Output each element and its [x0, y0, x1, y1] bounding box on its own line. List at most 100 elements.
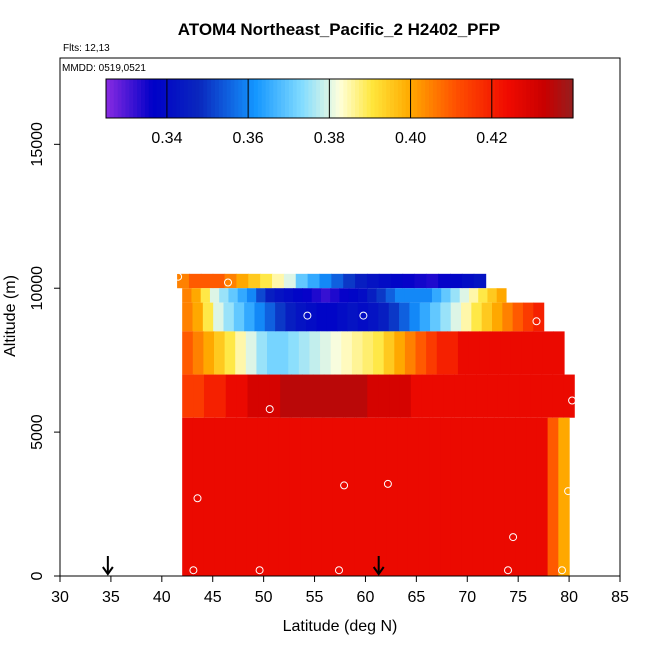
colorbar-swatch	[242, 79, 247, 118]
colorbar-swatch	[514, 79, 520, 118]
colorbar-swatch	[358, 79, 364, 118]
colorbar-swatch	[218, 79, 224, 118]
heatmap-cell	[421, 374, 434, 418]
heatmap-cell	[461, 273, 475, 289]
heatmap-cell	[192, 331, 204, 375]
heatmap-cell	[307, 273, 321, 289]
colorbar-swatch	[331, 79, 337, 118]
sample-point	[224, 278, 232, 287]
heatmap-cell	[426, 331, 438, 375]
heatmap-cell	[454, 374, 466, 418]
heatmap-cell	[476, 374, 488, 418]
colorbar-swatch	[506, 79, 512, 118]
colorbar-swatch	[378, 79, 383, 118]
heatmap-cell	[225, 374, 238, 418]
colorbar-swatch	[499, 79, 504, 118]
heatmap-cell	[316, 302, 328, 332]
heatmap-cell	[563, 374, 575, 418]
heatmap-cell	[522, 302, 534, 332]
heatmap-cell	[440, 417, 452, 576]
heatmap-cell	[552, 374, 564, 418]
heatmap-cell	[410, 374, 423, 418]
colorbar-swatch	[421, 79, 426, 118]
colorbar-swatch	[273, 79, 278, 118]
heatmap-cell	[438, 273, 451, 289]
x-tick-label: 30	[51, 589, 69, 606]
flight-arrow	[102, 556, 114, 576]
colorbar-swatch	[452, 79, 457, 118]
heatmap-cell	[541, 374, 554, 418]
heatmap-cell	[345, 374, 358, 418]
heatmap-cell	[319, 273, 332, 289]
x-tick-label: 45	[204, 589, 222, 606]
colorbar-swatch	[304, 79, 309, 118]
sample-point	[558, 566, 566, 575]
heatmap-cell	[459, 288, 470, 303]
flight-arrow	[372, 556, 385, 576]
colorbar-swatch	[553, 79, 559, 118]
heatmap-cell	[356, 374, 368, 418]
heatmap-cell	[272, 273, 285, 289]
heatmap-cell	[422, 288, 433, 303]
colorbar-swatch	[386, 79, 391, 118]
colorbar-swatch	[541, 79, 547, 118]
heatmap-cell	[348, 288, 359, 303]
colorbar-swatch	[432, 79, 438, 118]
colorbar-swatch	[475, 79, 481, 118]
colorbar-swatch	[148, 79, 154, 118]
colorbar-swatch	[249, 79, 255, 118]
colorbar-swatch	[366, 79, 372, 118]
heatmap-cell	[362, 331, 374, 375]
heatmap-cell	[429, 417, 441, 576]
heatmap-cell	[264, 302, 276, 332]
heatmap-cell	[343, 273, 356, 289]
colorbar-swatch	[440, 79, 446, 118]
colorbar-swatch	[129, 79, 134, 118]
heatmap-cell	[254, 302, 266, 332]
heatmap-cell	[471, 302, 483, 332]
colorbar-swatch	[176, 79, 181, 118]
x-tick-label: 70	[458, 589, 476, 606]
colorbar-swatch	[191, 79, 197, 118]
colorbar-swatch	[343, 79, 348, 118]
heatmap-cell	[347, 302, 359, 332]
colorbar-swatch	[222, 79, 228, 118]
sample-point	[383, 479, 392, 488]
colorbar-swatch	[355, 79, 360, 118]
heatmap-cell	[341, 331, 353, 375]
colorbar-swatch	[565, 79, 570, 118]
colorbar-swatch	[257, 79, 263, 118]
heatmap-cell	[214, 331, 226, 375]
colorbar-swatch	[335, 79, 341, 118]
x-tick-label: 65	[407, 589, 425, 606]
x-tick-label: 60	[357, 589, 375, 606]
heatmap-cell	[504, 417, 516, 576]
colorbar-swatch	[502, 79, 508, 118]
heatmap-cell	[489, 331, 501, 375]
heatmap-cell	[339, 288, 350, 303]
colorbar-swatch	[265, 79, 271, 118]
heatmap-cell	[300, 417, 312, 576]
heatmap-cell	[193, 374, 205, 418]
sample-point	[255, 566, 264, 575]
y-tick-label: 0	[29, 571, 46, 580]
heatmap-cell	[309, 331, 321, 375]
sample-point	[173, 416, 182, 425]
heatmap-cell	[278, 417, 291, 576]
x-tick-label: 85	[611, 589, 629, 606]
heatmap-cell	[311, 417, 323, 576]
colorbar-swatch	[456, 79, 461, 118]
colorbar-swatch	[436, 79, 442, 118]
x-tick-label: 40	[153, 589, 171, 606]
heatmap-cell	[402, 273, 416, 289]
colorbar-swatch	[152, 79, 158, 118]
colorbar-swatch	[522, 79, 527, 118]
heatmap-cell	[182, 417, 194, 576]
heatmap-cell	[320, 288, 331, 303]
heatmap-cell	[258, 374, 270, 418]
heatmap-cell	[500, 331, 512, 375]
heatmap-cell	[351, 331, 364, 375]
colorbar-swatch	[296, 79, 302, 118]
heatmap-cell	[277, 331, 289, 375]
colorbar-swatch	[510, 79, 516, 118]
